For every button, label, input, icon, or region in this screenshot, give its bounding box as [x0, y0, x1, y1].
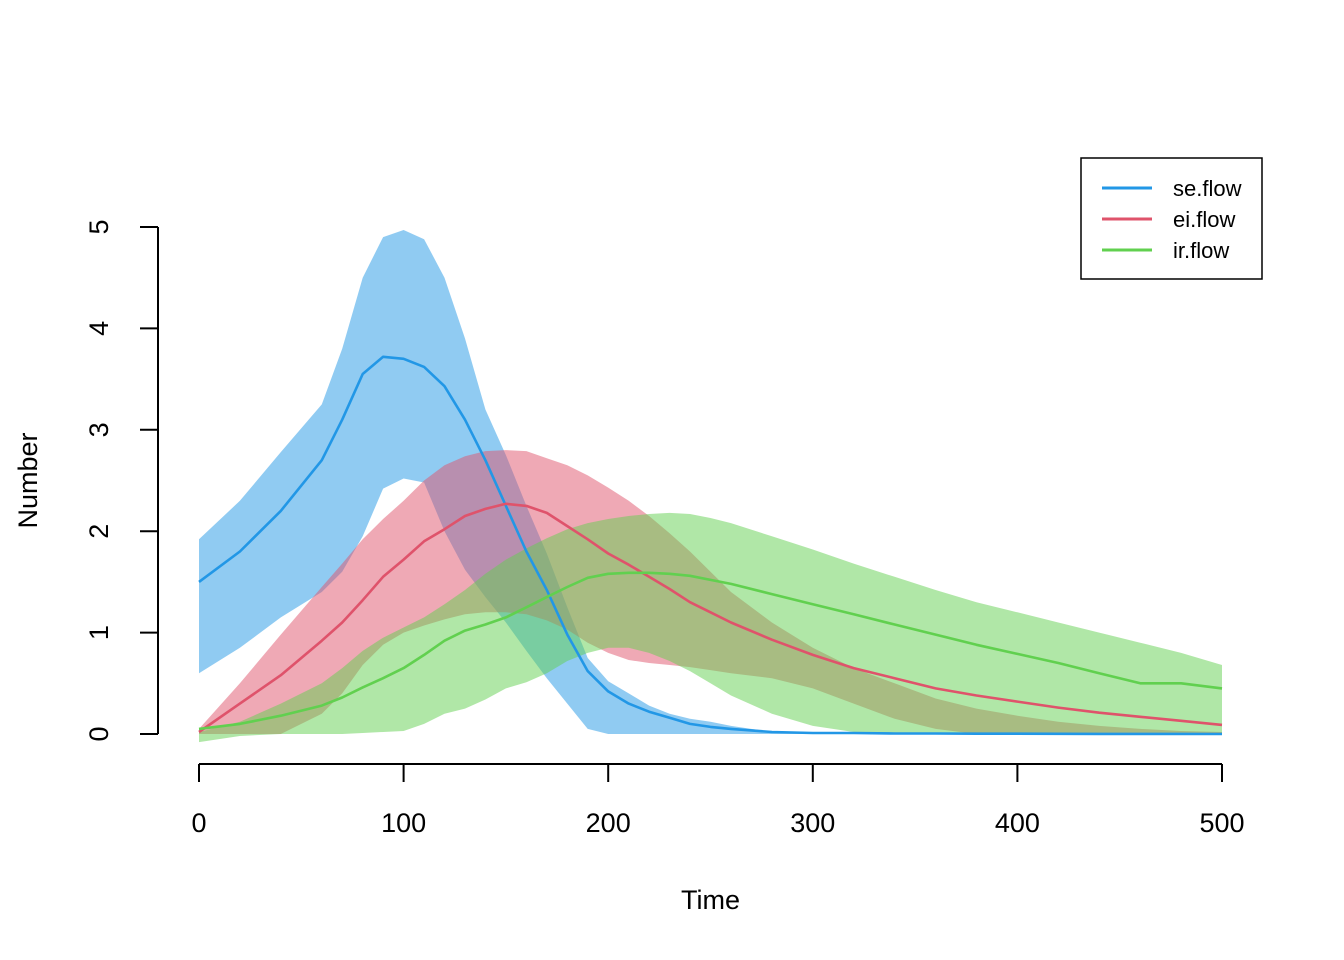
legend-label: ir.flow [1173, 238, 1229, 263]
y-tick-label: 3 [84, 422, 114, 437]
legend: se.flow ei.flow ir.flow [1080, 157, 1263, 280]
legend-item-ei-flow: ei.flow [1102, 207, 1235, 232]
band-ir-flow [199, 512, 1222, 743]
y-axis: 0 1 2 3 4 5 [84, 219, 159, 742]
x-tick-label: 300 [790, 808, 835, 838]
band-se-flow [199, 230, 1222, 734]
x-axis-title: Time [681, 885, 740, 915]
line-ei-flow [198, 502, 1223, 734]
y-axis-title: Number [13, 432, 43, 528]
legend-item-ir-flow: ir.flow [1102, 238, 1229, 263]
x-tick-label: 100 [381, 808, 426, 838]
y-tick-label: 0 [84, 726, 114, 741]
series-lines [198, 355, 1223, 736]
y-tick-label: 2 [84, 524, 114, 539]
x-tick-label: 200 [586, 808, 631, 838]
y-tick-label: 5 [84, 219, 114, 234]
x-axis: 0 100 200 300 400 500 [191, 763, 1245, 838]
x-tick-label: 0 [191, 808, 206, 838]
line-se-flow [198, 355, 1223, 736]
legend-item-se-flow: se.flow [1102, 176, 1242, 201]
line-ir-flow [198, 571, 1223, 731]
y-tick-label: 1 [84, 625, 114, 640]
legend-label: ei.flow [1173, 207, 1235, 232]
x-tick-label: 500 [1199, 808, 1244, 838]
x-tick-label: 400 [995, 808, 1040, 838]
legend-label: se.flow [1173, 176, 1242, 201]
y-tick-label: 4 [84, 321, 114, 336]
